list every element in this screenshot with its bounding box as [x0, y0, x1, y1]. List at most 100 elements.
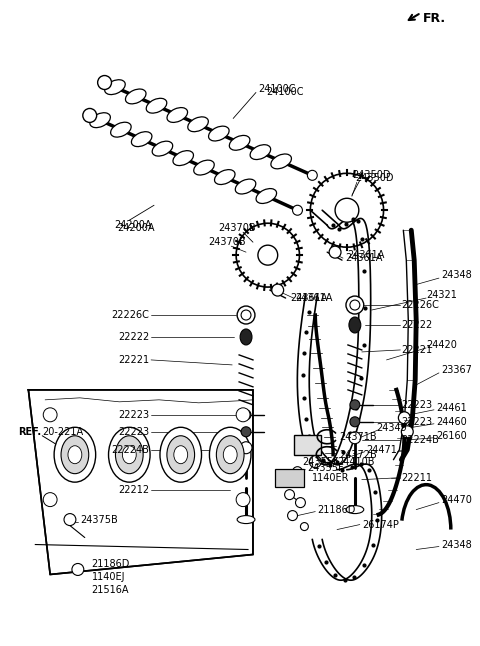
Ellipse shape [188, 117, 208, 132]
Text: 24350D: 24350D [352, 171, 390, 180]
Text: 24375B: 24375B [80, 515, 118, 525]
Text: REF.: REF. [19, 427, 42, 437]
Circle shape [350, 400, 360, 410]
Circle shape [64, 514, 76, 526]
Text: 24361A: 24361A [296, 293, 333, 303]
Circle shape [43, 408, 57, 422]
Text: 24372B: 24372B [339, 450, 377, 460]
Circle shape [72, 563, 84, 576]
Ellipse shape [173, 151, 193, 165]
Circle shape [43, 493, 57, 506]
Text: 24420: 24420 [426, 340, 457, 350]
Ellipse shape [90, 113, 110, 128]
Circle shape [329, 246, 341, 258]
Polygon shape [28, 390, 253, 574]
Ellipse shape [167, 436, 194, 474]
Ellipse shape [146, 98, 167, 113]
Ellipse shape [209, 427, 251, 482]
Circle shape [346, 296, 364, 314]
Circle shape [300, 523, 308, 530]
Text: 24355F: 24355F [307, 463, 344, 473]
Circle shape [236, 224, 300, 287]
Text: 24471: 24471 [367, 444, 397, 455]
Circle shape [241, 410, 251, 420]
Ellipse shape [116, 436, 143, 474]
Text: 24410B: 24410B [337, 457, 374, 466]
FancyBboxPatch shape [294, 435, 321, 455]
Circle shape [335, 198, 359, 222]
Ellipse shape [235, 179, 256, 194]
Ellipse shape [216, 436, 244, 474]
Text: 24460: 24460 [436, 417, 467, 427]
Ellipse shape [61, 436, 89, 474]
Text: 24350D: 24350D [355, 173, 394, 183]
Circle shape [240, 442, 252, 453]
Circle shape [307, 171, 317, 180]
Ellipse shape [194, 160, 214, 175]
Circle shape [288, 510, 298, 521]
Ellipse shape [346, 506, 364, 514]
Ellipse shape [215, 170, 235, 185]
Text: 22223: 22223 [118, 410, 149, 420]
Text: 24371B: 24371B [339, 432, 377, 442]
Text: 24461: 24461 [436, 403, 467, 413]
Text: 21186D: 21186D [317, 505, 356, 515]
Text: 24370B: 24370B [208, 237, 246, 247]
Text: 22224B: 22224B [111, 444, 149, 455]
Circle shape [292, 466, 302, 477]
Circle shape [237, 306, 255, 324]
Text: 24100C: 24100C [266, 87, 303, 98]
Text: 24348: 24348 [441, 539, 472, 550]
Ellipse shape [229, 136, 250, 151]
Circle shape [350, 300, 360, 310]
Ellipse shape [223, 446, 237, 464]
Text: 22223: 22223 [401, 417, 432, 427]
Text: 20-221A: 20-221A [42, 427, 84, 437]
Circle shape [296, 497, 305, 508]
Ellipse shape [132, 132, 152, 147]
Text: 24361A: 24361A [347, 250, 384, 260]
Circle shape [241, 427, 251, 437]
Ellipse shape [105, 79, 125, 94]
Ellipse shape [110, 122, 131, 137]
Text: 22222: 22222 [401, 320, 432, 330]
Text: 22221: 22221 [118, 355, 149, 365]
Text: 21186D: 21186D [92, 559, 130, 570]
Ellipse shape [160, 427, 202, 482]
Text: 22224B: 22224B [401, 435, 439, 444]
Ellipse shape [271, 154, 291, 169]
Text: 22226C: 22226C [111, 310, 149, 320]
Text: 22223: 22223 [401, 400, 432, 410]
Circle shape [349, 432, 361, 444]
Text: 22223: 22223 [118, 427, 149, 437]
Text: 24470: 24470 [441, 495, 472, 505]
Text: 22226C: 22226C [401, 300, 439, 310]
Circle shape [272, 284, 284, 296]
Ellipse shape [125, 89, 146, 104]
Text: 24355F: 24355F [302, 457, 339, 466]
Text: 21516A: 21516A [92, 585, 129, 596]
Text: 22222: 22222 [118, 332, 149, 342]
Ellipse shape [152, 141, 173, 156]
Text: 24370B: 24370B [218, 224, 256, 233]
Circle shape [292, 205, 302, 215]
Text: 22221: 22221 [401, 345, 432, 355]
Ellipse shape [167, 108, 188, 122]
Text: 22211: 22211 [401, 473, 432, 483]
Circle shape [241, 310, 251, 320]
Ellipse shape [54, 427, 96, 482]
Text: 22212: 22212 [118, 484, 149, 495]
Circle shape [401, 426, 413, 438]
Ellipse shape [256, 189, 276, 203]
Text: 26174P: 26174P [362, 519, 399, 530]
Circle shape [97, 76, 111, 90]
Text: 24349: 24349 [377, 422, 408, 433]
Circle shape [398, 412, 410, 424]
Circle shape [236, 408, 250, 422]
Ellipse shape [122, 446, 136, 464]
Text: 24361A: 24361A [345, 253, 383, 263]
Text: 24200A: 24200A [114, 220, 152, 230]
Text: 24348: 24348 [441, 270, 472, 280]
Circle shape [258, 245, 278, 265]
Text: 24321: 24321 [426, 290, 457, 300]
